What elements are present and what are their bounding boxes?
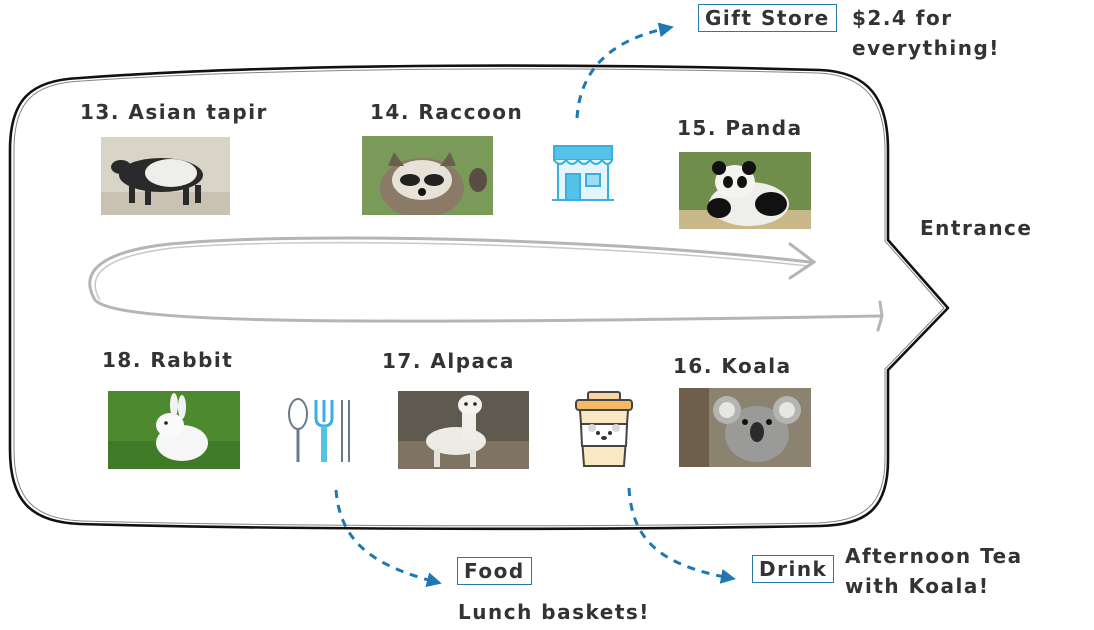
animal-label-panda: 15. Panda bbox=[677, 116, 803, 140]
walkway-arrowhead-top bbox=[788, 242, 817, 280]
gift-store-note-line2: everything! bbox=[852, 36, 1000, 60]
drink-label: Drink bbox=[752, 555, 835, 583]
alpaca-photo bbox=[398, 391, 529, 469]
asian-tapir-photo bbox=[101, 137, 230, 215]
animal-label-asian-tapir: 13. Asian tapir bbox=[80, 100, 268, 124]
animal-label-rabbit: 18. Rabbit bbox=[102, 348, 234, 372]
food-label: Food bbox=[457, 557, 532, 585]
gift-store-label: Gift Store bbox=[698, 4, 837, 32]
arrow-to-gift-store bbox=[575, 22, 674, 119]
walkway-path bbox=[88, 236, 882, 323]
arrow-to-drink bbox=[627, 487, 736, 584]
store-icon bbox=[550, 138, 616, 204]
food-note: Lunch baskets! bbox=[458, 600, 650, 624]
rabbit-photo bbox=[108, 391, 240, 469]
entrance-label: Entrance bbox=[920, 216, 1033, 240]
animal-label-koala: 16. Koala bbox=[673, 354, 792, 378]
enclosure-outline bbox=[8, 64, 950, 531]
gift-store-note-line1: $2.4 for bbox=[852, 6, 953, 30]
panda-photo bbox=[679, 152, 811, 229]
animal-label-alpaca: 17. Alpaca bbox=[382, 349, 515, 373]
raccoon-photo bbox=[362, 136, 493, 215]
koala-photo bbox=[679, 388, 811, 467]
utensils-icon bbox=[282, 396, 354, 466]
animal-label-raccoon: 14. Raccoon bbox=[370, 100, 524, 124]
drink-note-line1: Afternoon Tea bbox=[845, 544, 1023, 568]
coffee-cup-icon bbox=[572, 390, 636, 470]
walkway-arrowhead-bottom bbox=[876, 300, 884, 332]
drink-note-line2: with Koala! bbox=[845, 574, 990, 598]
arrow-to-food bbox=[334, 489, 442, 588]
